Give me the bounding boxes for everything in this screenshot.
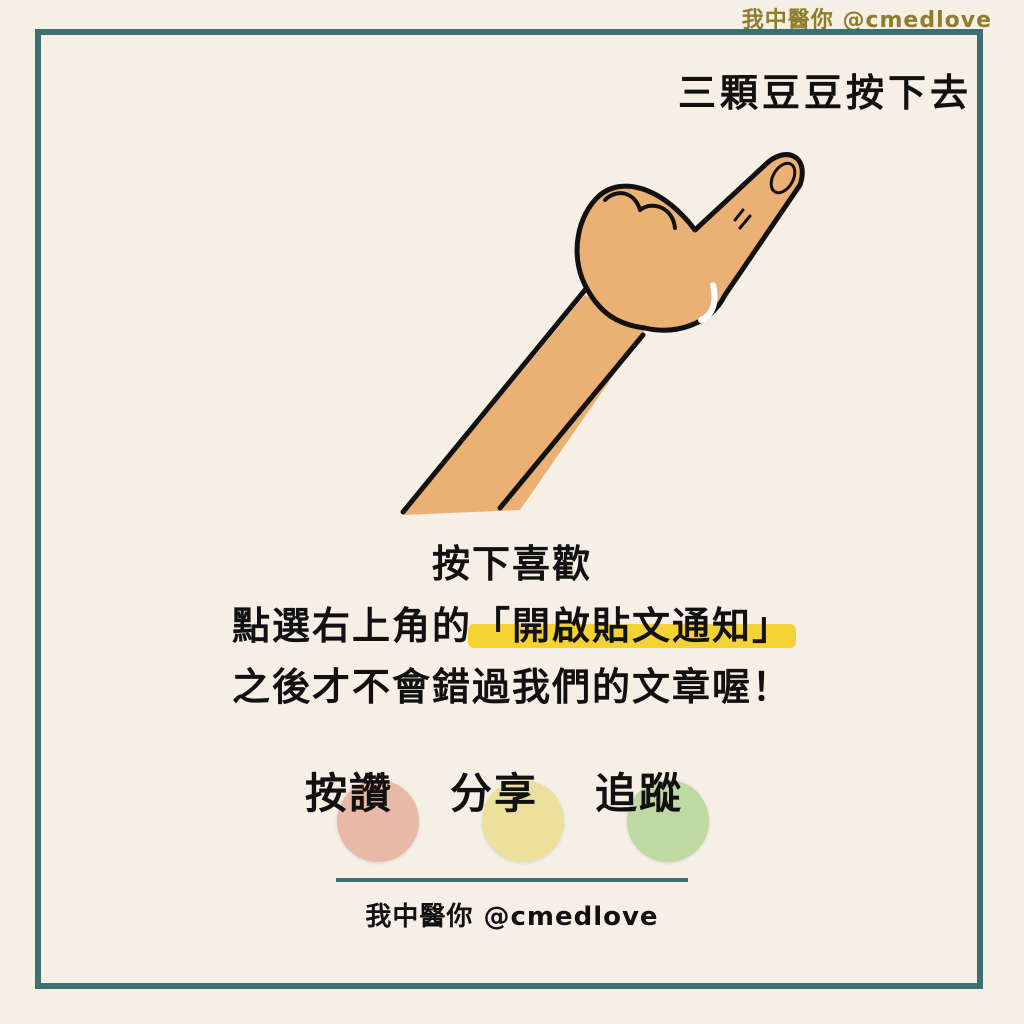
share-dot: [482, 780, 564, 862]
highlighted-notification-text: 「開啟貼文通知」: [467, 595, 797, 650]
share-label: 分享: [450, 769, 539, 818]
like-dot: [337, 780, 419, 862]
follow-label: 追蹤: [595, 769, 684, 818]
message-line-1: 按下喜歡: [431, 542, 592, 586]
share-action[interactable]: 分享: [450, 760, 570, 862]
message-line-2-text: 點選右上角的: [231, 604, 472, 648]
pointing-hand-illustration: [400, 152, 805, 515]
like-label: 按讚: [305, 769, 394, 818]
footer-text: 我中醫你 @cmedlove: [365, 902, 659, 932]
watermark-text: 我中醫你 @cmedlove: [741, 8, 992, 33]
page-frame: [35, 29, 983, 989]
page-title: 三顆豆豆按下去: [677, 71, 972, 115]
like-action[interactable]: 按讚: [305, 760, 425, 862]
follow-dot: [627, 780, 709, 862]
action-row: 按讚 分享 追蹤: [305, 760, 725, 862]
message-line-3: 之後才不會錯過我們的文章喔！: [231, 665, 792, 709]
message-line-2: 點選右上角的「開啟貼文通知」: [0, 595, 1024, 650]
footer-divider: [336, 878, 688, 882]
follow-action[interactable]: 追蹤: [595, 760, 715, 862]
